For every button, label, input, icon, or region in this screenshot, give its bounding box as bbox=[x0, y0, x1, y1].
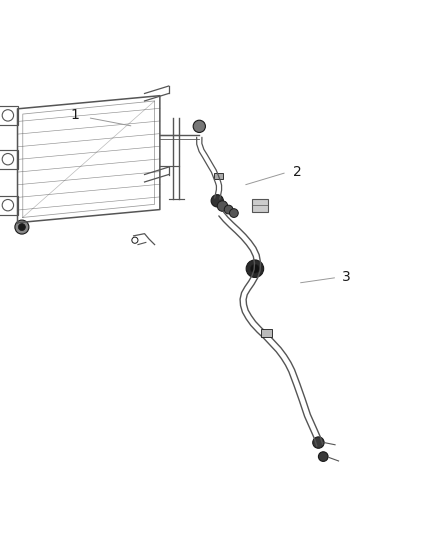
Circle shape bbox=[318, 452, 328, 462]
Circle shape bbox=[251, 264, 259, 273]
Bar bbox=[261, 329, 272, 337]
Circle shape bbox=[224, 205, 233, 214]
Circle shape bbox=[193, 120, 205, 133]
Text: 3: 3 bbox=[342, 270, 350, 285]
Circle shape bbox=[217, 201, 228, 211]
Circle shape bbox=[230, 209, 238, 217]
Bar bbox=[252, 199, 268, 212]
Text: 1: 1 bbox=[70, 108, 79, 123]
Circle shape bbox=[18, 223, 25, 231]
Text: 2: 2 bbox=[293, 165, 302, 179]
Circle shape bbox=[15, 220, 29, 234]
Circle shape bbox=[313, 437, 324, 448]
Circle shape bbox=[246, 260, 264, 278]
Circle shape bbox=[211, 195, 223, 207]
Bar bbox=[214, 173, 223, 179]
